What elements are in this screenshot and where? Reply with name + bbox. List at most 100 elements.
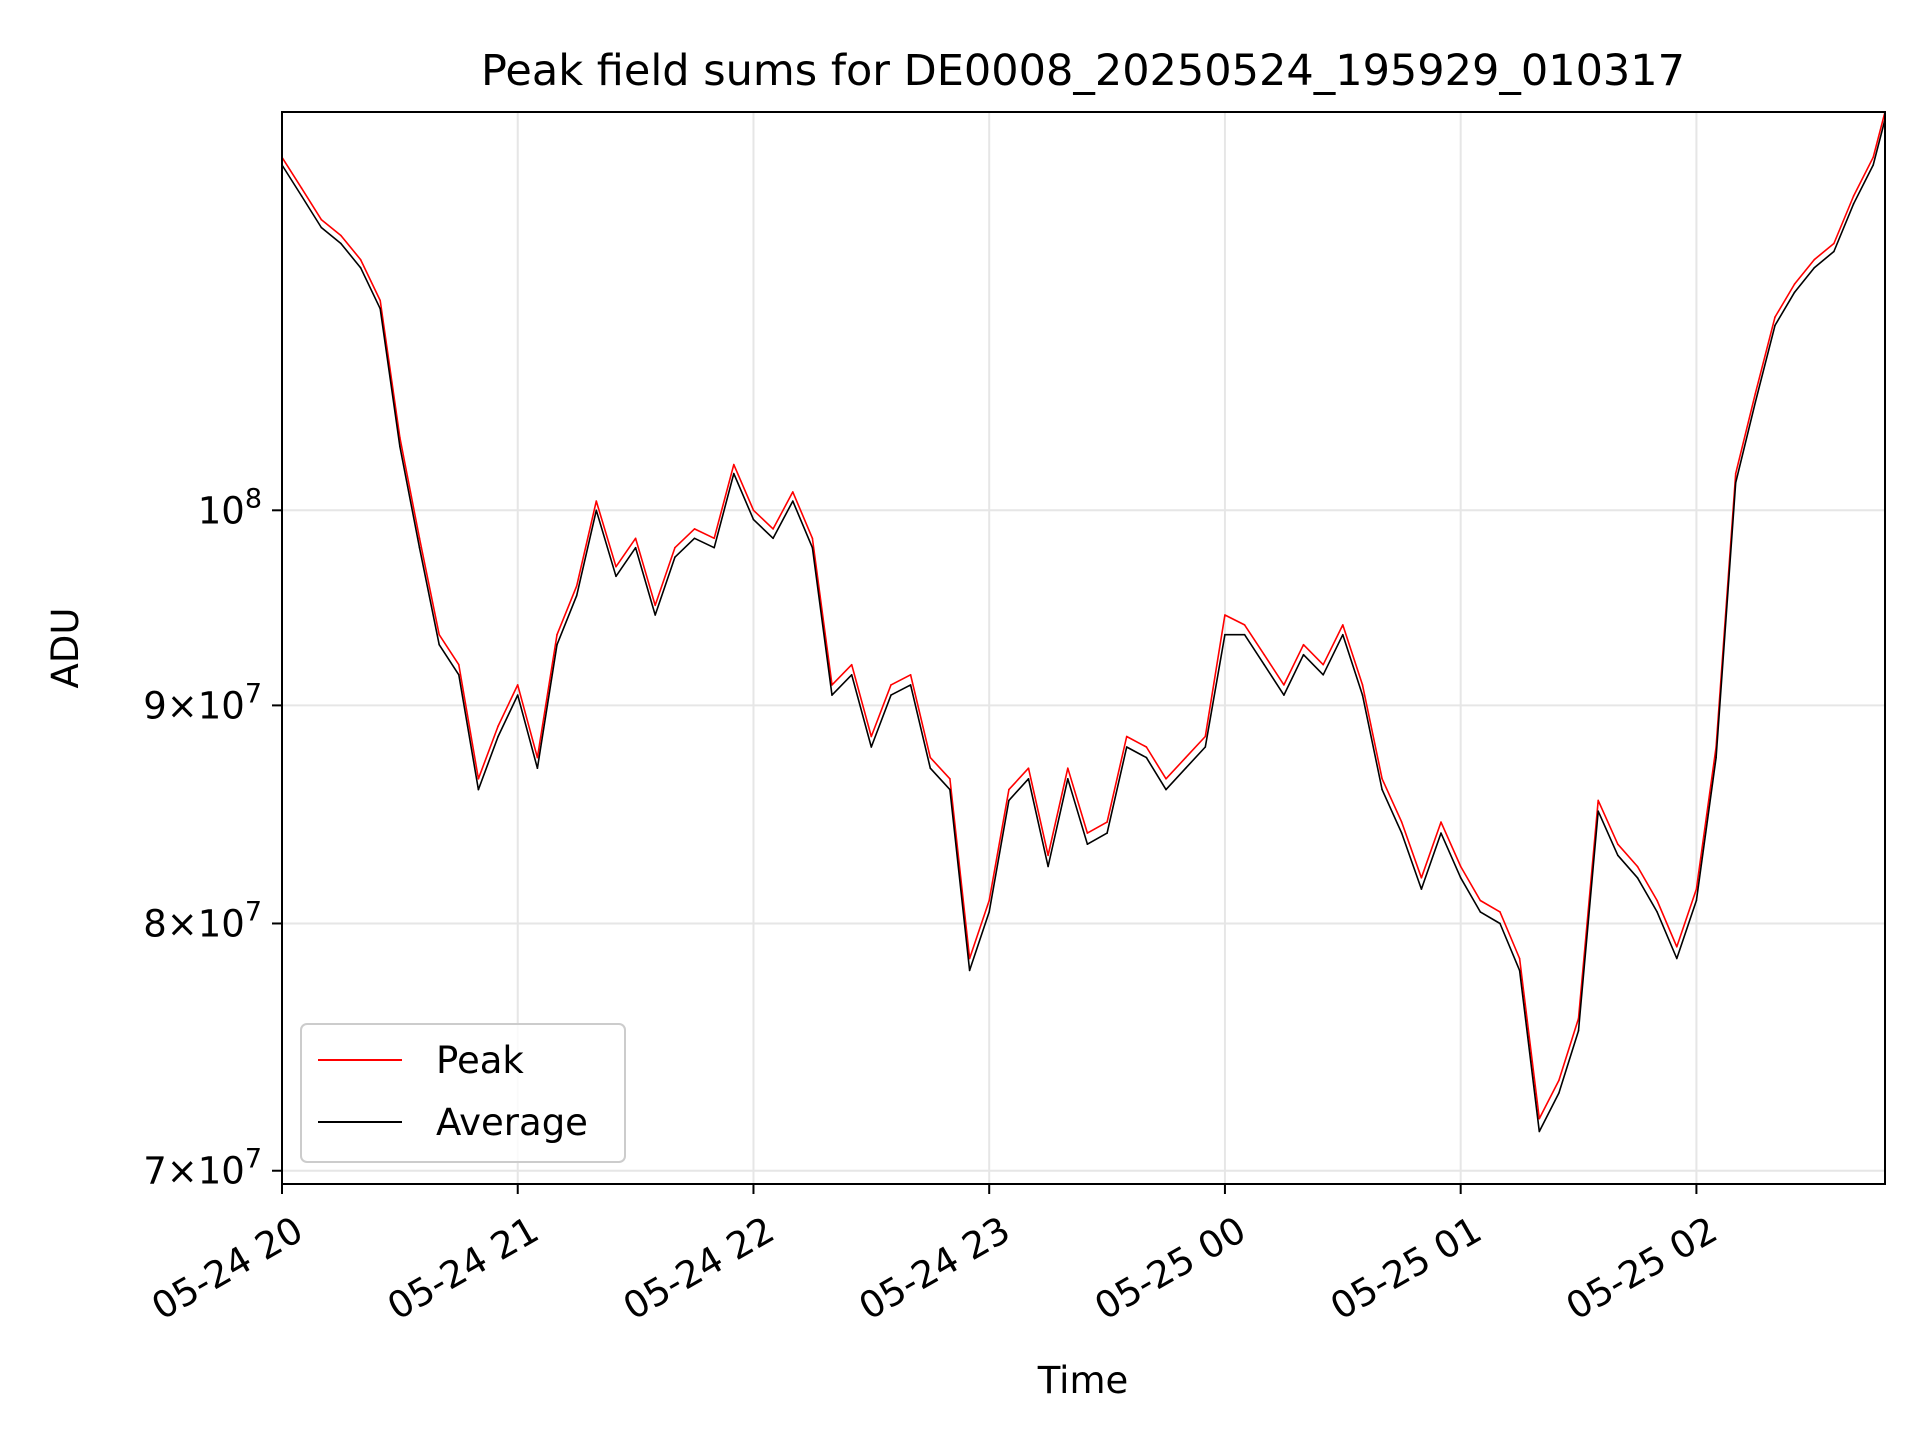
data-point-average (1224, 633, 1226, 636)
data-point-average (831, 694, 833, 696)
data-point-peak (1361, 684, 1364, 686)
data-point-peak (399, 436, 401, 439)
data-point-peak (1872, 156, 1874, 159)
data-point-peak (1283, 684, 1285, 686)
data-point-average (870, 746, 873, 748)
data-point-peak (949, 778, 951, 780)
data-point-peak (713, 537, 715, 540)
data-point-average (458, 674, 460, 676)
data-point-peak (536, 756, 539, 759)
data-point-average (890, 694, 892, 696)
data-point-peak (850, 663, 853, 666)
data-point-peak (458, 663, 460, 666)
data-point-peak (1656, 899, 1658, 902)
data-point-average (752, 518, 755, 521)
data-point-peak (1165, 778, 1167, 780)
data-point-average (1420, 888, 1423, 890)
data-point-average (1754, 401, 1757, 404)
data-point-peak (968, 957, 971, 960)
data-point-peak (497, 725, 499, 727)
data-point-peak (379, 299, 382, 302)
data-point-peak (634, 537, 637, 540)
data-point-peak (870, 735, 873, 738)
data-point-average (300, 195, 303, 197)
data-point-peak (1420, 877, 1423, 879)
data-point-average (1106, 832, 1108, 834)
data-point-average (575, 594, 578, 597)
data-point-average (1302, 653, 1305, 656)
data-point-average (1518, 969, 1521, 972)
data-point-average (1538, 1130, 1541, 1133)
data-point-average (1440, 832, 1442, 834)
data-point-average (438, 643, 441, 646)
data-point-average (1204, 746, 1207, 748)
data-point-peak (1518, 957, 1521, 960)
data-point-peak (792, 491, 794, 493)
data-point-average (1047, 865, 1049, 868)
data-point-peak (1459, 865, 1462, 868)
data-point-average (1008, 799, 1010, 802)
data-point-average (359, 266, 362, 269)
data-point-average (477, 788, 480, 791)
data-point-average (1695, 899, 1698, 902)
data-point-peak (929, 756, 932, 759)
data-point-average (1676, 957, 1678, 960)
data-point-average (516, 694, 519, 696)
data-point-average (1243, 633, 1246, 636)
data-point-peak (1400, 821, 1403, 823)
legend: Peak Average (300, 1023, 626, 1163)
data-point-average (1027, 778, 1030, 780)
data-point-peak (831, 684, 833, 686)
data-point-average (1597, 810, 1599, 812)
data-point-peak (1852, 195, 1855, 197)
data-point-average (1459, 877, 1462, 879)
data-point-peak (438, 633, 441, 636)
data-point-peak (752, 509, 755, 512)
data-point-average (1381, 788, 1383, 791)
data-point-peak (1342, 624, 1344, 626)
x-axis-label: Time (1037, 1359, 1129, 1402)
data-point-peak (1381, 778, 1383, 780)
data-point-peak (1224, 614, 1226, 616)
data-point-peak (654, 604, 656, 607)
y-tick-label: 8×107 (143, 896, 262, 945)
data-point-peak (615, 565, 617, 568)
y-axis: 7×107 8×107 9×107 108 (143, 483, 282, 1193)
data-point-average (556, 643, 558, 646)
data-point-peak (988, 899, 990, 902)
data-point-peak (1676, 946, 1678, 948)
data-point-peak (1636, 865, 1639, 868)
data-point-average (1852, 203, 1855, 205)
data-point-average (1283, 694, 1285, 696)
data-point-average (772, 537, 774, 540)
data-point-average (1322, 674, 1324, 676)
data-point-peak (556, 633, 558, 636)
data-point-average (1734, 481, 1737, 484)
data-point-average (1086, 843, 1089, 845)
y-tick-label: 108 (198, 483, 262, 532)
data-point-average (1872, 164, 1874, 166)
y-axis-label: ADU (44, 608, 87, 689)
data-point-average (949, 788, 951, 791)
data-point-peak (1617, 843, 1619, 845)
data-point-average (1067, 778, 1069, 780)
data-point-average (988, 911, 990, 913)
data-point-average (1263, 663, 1265, 666)
data-point-peak (890, 684, 892, 686)
data-point-peak (1440, 821, 1442, 823)
data-point-peak (1047, 854, 1049, 857)
data-point-peak (1086, 832, 1089, 834)
data-point-average (379, 307, 382, 310)
data-point-peak (1302, 643, 1305, 646)
data-point-average (1656, 911, 1658, 913)
data-point-peak (1479, 899, 1482, 902)
data-point-average (654, 614, 656, 616)
data-point-average (1184, 767, 1187, 769)
legend-label-average: Average (436, 1101, 588, 1144)
data-point-peak (418, 537, 421, 540)
data-point-peak (1204, 735, 1207, 738)
data-point-peak (1558, 1079, 1560, 1082)
data-point-average (1793, 291, 1796, 294)
data-point-average (595, 509, 598, 512)
